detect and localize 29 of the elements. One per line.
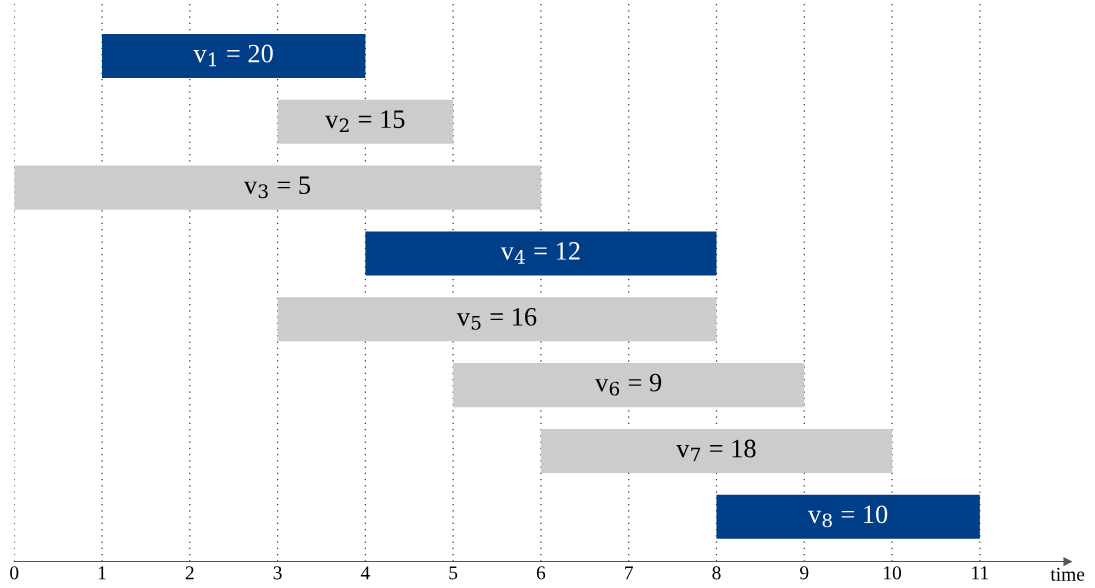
- bar: [453, 363, 805, 408]
- x-tick-label: 2: [185, 566, 194, 580]
- data-label: v$_{5}$ = 16: [456, 307, 537, 330]
- data-label: v$_{6}$ = 9: [595, 373, 662, 396]
- x-tick-label: 11: [972, 566, 989, 580]
- x-tick-label: 7: [625, 566, 634, 580]
- x-axis-title: time: [1050, 567, 1085, 581]
- bar: [14, 165, 541, 210]
- x-tick-label: 0: [10, 566, 19, 580]
- data-label: v$_{3}$ = 5: [243, 176, 311, 199]
- data-label: v$_{7}$ = 18: [676, 439, 756, 462]
- x-tick-label: 10: [884, 566, 902, 580]
- x-tick-label: 1: [98, 566, 106, 580]
- data-label: v$_{1}$ = 20: [193, 44, 273, 67]
- data-label: v$_{2}$ = 15: [325, 110, 405, 132]
- x-tick-label: 6: [536, 566, 546, 580]
- data-label: v$_{8}$ = 10: [807, 505, 888, 528]
- bar: [540, 428, 893, 473]
- x-tick-label: 8: [712, 566, 721, 580]
- x-tick-label: 5: [449, 566, 458, 580]
- bar: [277, 99, 454, 144]
- bar: [365, 231, 717, 276]
- bar: [102, 33, 366, 79]
- data-label: v$_{4}$ = 12: [500, 242, 580, 264]
- bar: [277, 297, 717, 342]
- bar: [716, 494, 980, 539]
- x-tick-label: 4: [360, 566, 370, 580]
- x-tick-label: 9: [800, 566, 809, 580]
- x-tick-label: 3: [273, 566, 282, 580]
